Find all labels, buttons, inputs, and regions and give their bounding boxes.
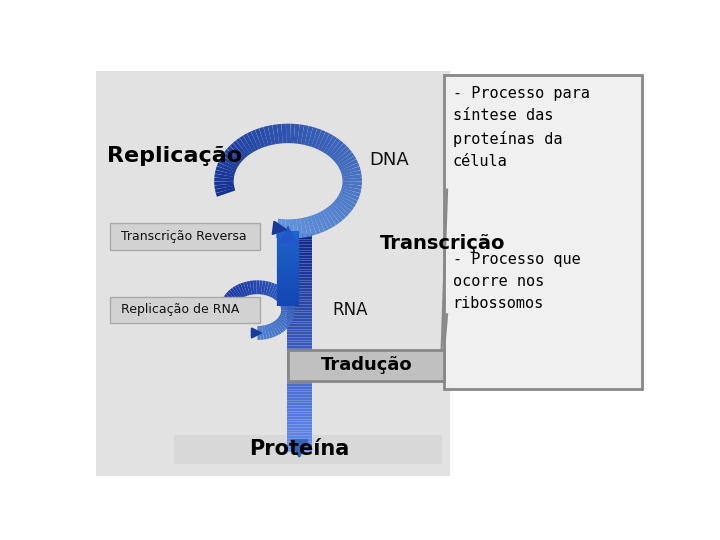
FancyBboxPatch shape [174, 435, 441, 464]
FancyBboxPatch shape [109, 297, 260, 322]
Text: Transcrição: Transcrição [380, 234, 505, 253]
Text: Transcrição Reversa: Transcrição Reversa [121, 230, 246, 242]
Text: DNA: DNA [369, 151, 409, 170]
Text: Proteína: Proteína [249, 440, 349, 460]
FancyBboxPatch shape [444, 75, 642, 389]
FancyBboxPatch shape [109, 223, 260, 250]
FancyBboxPatch shape [96, 71, 450, 476]
Text: - Processo que
ocorre nos
ribossomos: - Processo que ocorre nos ribossomos [453, 252, 580, 311]
Text: - Processo para
síntese das
proteínas da
célula: - Processo para síntese das proteínas da… [453, 85, 590, 169]
Text: Replicação de RNA: Replicação de RNA [121, 303, 239, 316]
FancyBboxPatch shape [288, 349, 444, 381]
Text: Replicação: Replicação [107, 146, 242, 166]
Text: Tradução: Tradução [320, 356, 412, 374]
Text: RNA: RNA [333, 301, 368, 319]
